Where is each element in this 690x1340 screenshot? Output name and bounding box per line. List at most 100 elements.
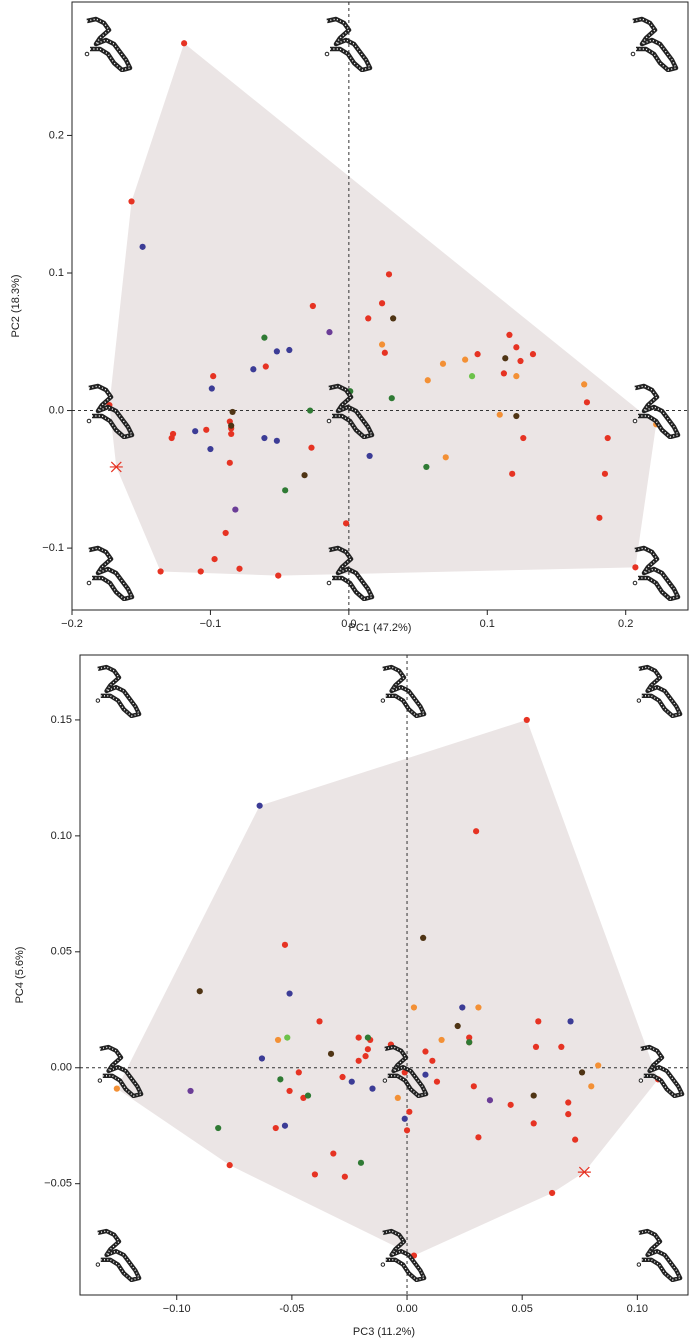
y-axis-label: PC4 (5.6%) [14, 947, 26, 1004]
y-tick-label: 0.2 [49, 129, 64, 141]
y-tick-label: 0.0 [49, 404, 64, 416]
point [211, 556, 218, 563]
point [308, 444, 315, 451]
point [295, 1069, 302, 1076]
x-tick-label: −0.2 [61, 618, 83, 630]
point [365, 315, 372, 322]
x-tick-label: 0.1 [480, 618, 495, 630]
point [339, 1073, 346, 1081]
point [364, 1034, 371, 1041]
y-tick-label: 0.05 [51, 946, 72, 958]
shape-icon [637, 1231, 680, 1280]
x-tick-label: -0.05 [279, 1303, 304, 1315]
point [604, 434, 611, 442]
point [486, 1097, 494, 1104]
point [601, 470, 609, 477]
convex-hull [109, 43, 657, 576]
point [282, 487, 289, 494]
point [572, 1136, 579, 1143]
point [459, 1004, 466, 1011]
point [581, 381, 588, 388]
point [529, 351, 537, 358]
point [596, 514, 603, 521]
point [466, 1039, 473, 1046]
point [330, 1150, 337, 1157]
point [311, 1171, 319, 1178]
point-marker [109, 461, 123, 473]
point [517, 357, 524, 365]
point [275, 572, 282, 579]
point [284, 1034, 291, 1041]
point [588, 1083, 595, 1090]
point [215, 1124, 222, 1132]
y-tick-label: 0.15 [51, 714, 72, 726]
point [388, 395, 395, 402]
point [466, 1034, 473, 1041]
point [355, 1034, 362, 1041]
point [523, 716, 530, 724]
x-tick-label: 0.05 [511, 1303, 532, 1315]
shape-icon [637, 667, 680, 716]
point [403, 1127, 411, 1134]
point [549, 1189, 556, 1197]
y-tick-label: 0.1 [49, 267, 64, 279]
point [390, 315, 397, 322]
y-tick-label: −0.05 [44, 1178, 72, 1190]
point [327, 1050, 335, 1057]
point [236, 565, 243, 572]
point [348, 1078, 355, 1085]
point [326, 329, 333, 336]
point [513, 373, 520, 380]
point [261, 334, 268, 341]
point [226, 1162, 233, 1169]
point [401, 1115, 408, 1122]
point [210, 373, 217, 380]
point [438, 1036, 445, 1044]
point [502, 355, 509, 362]
point [378, 300, 386, 307]
point [286, 1087, 293, 1095]
point [192, 428, 199, 435]
shape-icon [633, 548, 678, 599]
point [475, 1134, 482, 1141]
point [364, 1046, 371, 1053]
point [341, 1173, 348, 1180]
point [203, 426, 210, 433]
x-tick-label: 0.0 [341, 618, 356, 630]
point [381, 349, 388, 356]
point [509, 470, 516, 477]
shape-icon [85, 19, 130, 70]
point [567, 1018, 574, 1025]
point [197, 568, 204, 575]
point-marker [577, 1166, 591, 1178]
point [301, 472, 308, 479]
point [454, 1022, 461, 1030]
convex-hull [116, 719, 659, 1256]
point [207, 445, 214, 453]
point [513, 412, 520, 420]
point [355, 1057, 362, 1064]
shape-icon [381, 667, 424, 716]
point [507, 1101, 514, 1108]
point [433, 1078, 441, 1085]
point [357, 1159, 365, 1166]
point [229, 408, 236, 416]
point [222, 529, 229, 537]
x-axis-label: PC3 (11.2%) [353, 1326, 415, 1338]
point [261, 434, 268, 442]
y-tick-label: 0.00 [51, 1062, 72, 1074]
point [470, 1083, 477, 1090]
point [429, 1057, 436, 1064]
shape-icon [96, 667, 139, 716]
point [420, 934, 427, 941]
x-tick-label: 0.10 [627, 1303, 648, 1315]
point [232, 506, 239, 513]
point [316, 1018, 323, 1025]
x-tick-label: 0.00 [396, 1303, 417, 1315]
point [406, 1108, 413, 1115]
point [281, 941, 289, 948]
point [342, 520, 350, 527]
x-axis-label: PC1 (47.2%) [349, 622, 412, 634]
point [208, 385, 215, 392]
